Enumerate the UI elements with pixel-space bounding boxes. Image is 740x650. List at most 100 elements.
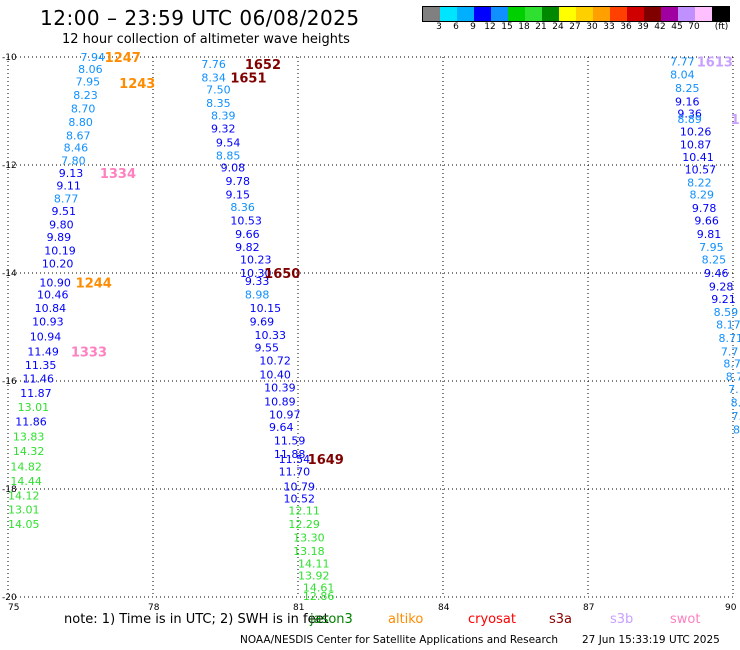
colorbar-swatch	[627, 7, 644, 21]
data-label: 8.7	[723, 358, 740, 371]
track-label: 1243	[119, 77, 155, 92]
data-label: 13.01	[18, 401, 49, 414]
data-label: 8.89	[677, 113, 702, 126]
data-label: 8.70	[71, 102, 96, 115]
track-label: 1247	[105, 51, 141, 66]
data-label: 13.83	[13, 431, 45, 444]
data-label: 11.59	[274, 434, 306, 447]
data-label: 11.49	[27, 345, 59, 358]
data-label: 8.29	[690, 189, 715, 202]
data-label: 10.39	[264, 381, 296, 394]
data-label: 10.97	[269, 408, 301, 421]
data-label: 9.11	[56, 180, 80, 193]
data-label: 9.32	[211, 122, 236, 135]
y-tick-label: -14	[2, 269, 17, 279]
data-label: 14.32	[13, 445, 45, 458]
data-label: 9.46	[704, 267, 729, 280]
data-label: 9.69	[250, 316, 275, 329]
y-tick-label: -16	[2, 377, 17, 387]
colorbar-label: 18	[518, 22, 530, 32]
data-label: 13.18	[293, 545, 325, 558]
colorbar-label: 70	[688, 22, 700, 32]
footnote: note: 1) Time is in UTC; 2) SWH is in fe…	[64, 612, 329, 627]
data-label: 11.46	[23, 372, 55, 385]
data-label: 8.67	[66, 129, 91, 142]
colorbar	[422, 6, 730, 22]
generated-timestamp: 27 Jun 15:33:19 UTC 2025	[582, 634, 720, 646]
data-label: 10.46	[37, 289, 69, 302]
data-label: 8.85	[216, 149, 241, 162]
colorbar-swatch	[542, 7, 559, 21]
data-label: 10.52	[284, 493, 316, 506]
colorbar-label: 21	[535, 22, 547, 32]
data-label: 8.46	[64, 142, 88, 155]
y-tick-label: -10	[2, 53, 17, 63]
data-label: 9.66	[694, 215, 719, 228]
colorbar-swatch	[661, 7, 678, 21]
colorbar-swatch	[695, 7, 712, 21]
data-label: 7.94	[81, 51, 106, 64]
legend-item-cryosat: cryosat	[468, 612, 516, 627]
data-label: 7.77	[670, 55, 695, 68]
data-label: 10.19	[44, 244, 76, 257]
data-label: 14.12	[8, 489, 40, 502]
track-label: 1650	[264, 267, 300, 282]
data-label: 7.7	[721, 345, 739, 358]
credit-line: NOAA/NESDIS Center for Satellite Applica…	[240, 634, 558, 646]
data-label: 8.	[731, 397, 740, 410]
data-label: 9.78	[692, 202, 717, 215]
data-label: 7.76	[201, 58, 226, 71]
data-label: 10.93	[32, 316, 64, 329]
colorbar-swatch	[423, 7, 440, 21]
data-label: 9.28	[709, 281, 734, 294]
data-label: 8.35	[206, 97, 231, 110]
colorbar-label: 30	[586, 22, 598, 32]
data-label: 11.88	[274, 448, 306, 461]
data-label: 14.11	[298, 558, 330, 571]
colorbar-label: 39	[637, 22, 649, 32]
data-label: 10.53	[230, 215, 261, 228]
legend-item-s3b: s3b	[610, 612, 634, 627]
data-label: 10.15	[250, 302, 282, 315]
legend-item-swot: swot	[670, 612, 701, 627]
colorbar-swatch	[576, 7, 593, 21]
data-label: 11.70	[279, 466, 311, 479]
data-label: 10.90	[39, 277, 71, 290]
data-label: 9.36	[677, 108, 702, 121]
data-label: 11.54	[279, 453, 311, 466]
track-label: 1334	[100, 167, 136, 182]
colorbar-swatch	[491, 7, 508, 21]
data-label: 8	[733, 424, 740, 437]
data-label: 9.82	[235, 241, 260, 254]
grid-lines	[7, 56, 734, 598]
y-tick-label: -20	[2, 593, 17, 603]
colorbar-label: 27	[569, 22, 581, 32]
data-label: 13.01	[8, 504, 40, 517]
data-label: 9.55	[255, 342, 280, 355]
x-tick-label: 90	[725, 603, 737, 613]
track-label: 1651	[230, 72, 266, 87]
data-label: 10.87	[680, 138, 712, 151]
data-label: 9.66	[235, 228, 260, 241]
data-label: 9.89	[47, 231, 72, 244]
data-label: 10.33	[255, 329, 287, 342]
data-label: 8.36	[230, 201, 255, 214]
data-label: 9.16	[675, 95, 700, 108]
colorbar-swatch	[610, 7, 627, 21]
colorbar-swatch	[678, 7, 695, 21]
data-label: 8.25	[675, 82, 700, 95]
track-label: 1613	[697, 55, 733, 70]
colorbar-swatch	[525, 7, 542, 21]
data-label: 11.87	[20, 387, 52, 400]
legend-item-s3a: s3a	[549, 612, 573, 627]
data-label: 14.44	[10, 475, 42, 488]
data-label: 8.77	[54, 192, 79, 205]
data-label: 14.05	[8, 518, 40, 531]
colorbar-label: (ft)	[714, 22, 729, 32]
data-label: 7.95	[699, 241, 724, 254]
colorbar-swatch	[474, 7, 491, 21]
x-tick-label: 84	[438, 603, 450, 613]
colorbar-label: 42	[654, 22, 666, 32]
data-label: 9.54	[216, 136, 241, 149]
